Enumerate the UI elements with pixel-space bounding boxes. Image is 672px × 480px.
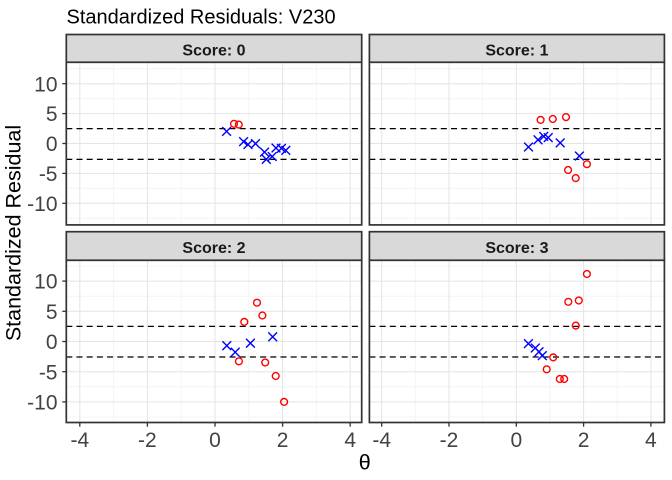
svg-text:Score: 2: Score: 2 bbox=[182, 240, 245, 257]
svg-text:-4: -4 bbox=[372, 429, 391, 452]
svg-text:2: 2 bbox=[277, 429, 289, 452]
svg-text:θ: θ bbox=[359, 451, 371, 475]
svg-text:10: 10 bbox=[34, 73, 57, 96]
svg-text:Score: 3: Score: 3 bbox=[485, 240, 548, 257]
svg-text:-2: -2 bbox=[138, 429, 157, 452]
svg-text:-2: -2 bbox=[440, 429, 459, 452]
svg-text:Score: 1: Score: 1 bbox=[485, 42, 548, 59]
svg-text:0: 0 bbox=[46, 331, 58, 354]
svg-text:10: 10 bbox=[34, 271, 57, 294]
svg-text:0: 0 bbox=[510, 429, 522, 452]
svg-text:2: 2 bbox=[578, 429, 590, 452]
svg-text:5: 5 bbox=[46, 301, 58, 324]
svg-text:-4: -4 bbox=[70, 429, 89, 452]
svg-text:5: 5 bbox=[46, 103, 58, 126]
svg-text:0: 0 bbox=[209, 429, 221, 452]
svg-text:-10: -10 bbox=[27, 193, 57, 216]
svg-text:0: 0 bbox=[46, 133, 58, 156]
svg-text:4: 4 bbox=[645, 429, 657, 452]
svg-text:4: 4 bbox=[344, 429, 356, 452]
svg-text:-5: -5 bbox=[39, 361, 58, 384]
svg-text:Standardized Residual: Standardized Residual bbox=[2, 125, 26, 341]
svg-text:-10: -10 bbox=[27, 392, 57, 415]
svg-text:Standardized Residuals: V230: Standardized Residuals: V230 bbox=[67, 7, 336, 29]
svg-text:Score: 0: Score: 0 bbox=[182, 42, 245, 59]
svg-text:-5: -5 bbox=[39, 163, 58, 186]
